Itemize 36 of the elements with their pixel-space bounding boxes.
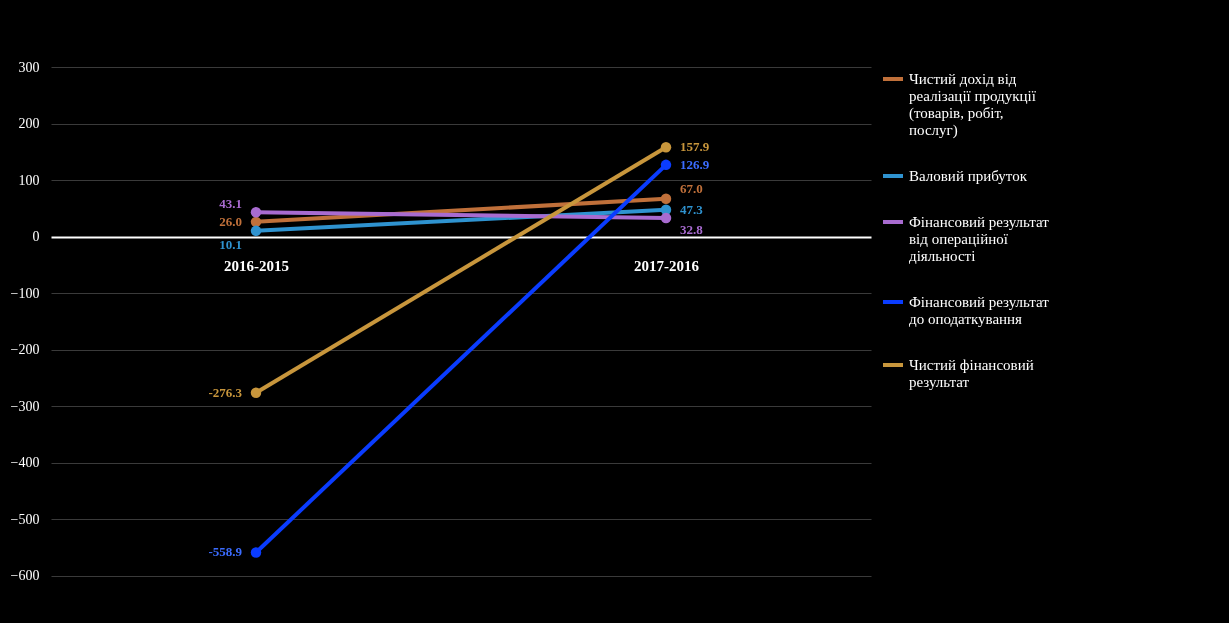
- y-tick-label: 0: [32, 229, 40, 245]
- point: [250, 216, 262, 228]
- point: [250, 547, 262, 558]
- legend-label: Валовий прибуток: [909, 168, 1028, 184]
- data-label: 10.1: [219, 236, 242, 252]
- data-label: -276.3: [208, 384, 243, 400]
- point: [250, 206, 262, 218]
- legend-label: Фінансовий результат від операційної діяльності: [909, 214, 1050, 264]
- data-label: 26.0: [219, 213, 242, 229]
- data-label: 43.1: [219, 196, 242, 212]
- x-tick-label: 2016-2015: [224, 258, 289, 275]
- y-tick-label: −500: [10, 511, 40, 527]
- point: [660, 193, 672, 204]
- point: [250, 387, 262, 398]
- y-tick-label: −200: [10, 342, 40, 358]
- legend-label: Чистий фінансовий результат: [909, 357, 1034, 390]
- legend-label: Чистий дохід від реалізації продукції (товарів, робіт, послуг): [909, 71, 1037, 139]
- x-tick-label: 2017-2016: [634, 258, 700, 275]
- point: [660, 159, 672, 171]
- y-tick-label: 200: [18, 116, 40, 132]
- data-label: 47.3: [680, 201, 704, 217]
- data-label: 157.9: [680, 139, 710, 155]
- y-tick-label: −400: [10, 455, 40, 471]
- data-label: 32.8: [680, 222, 704, 238]
- y-tick-label: 100: [18, 172, 40, 188]
- y-tick-label: −300: [10, 398, 40, 414]
- y-tick-label: −600: [10, 568, 40, 584]
- data-label: 67.0: [680, 180, 703, 196]
- data-label: 126.9: [680, 156, 710, 172]
- data-label: -558.9: [208, 544, 243, 560]
- y-tick-label: −100: [10, 285, 40, 301]
- point: [250, 225, 262, 237]
- point: [660, 212, 672, 224]
- legend-label: Фінансовий результат до оподаткування: [909, 294, 1050, 327]
- y-tick-label: 300: [18, 59, 40, 75]
- point: [660, 142, 672, 153]
